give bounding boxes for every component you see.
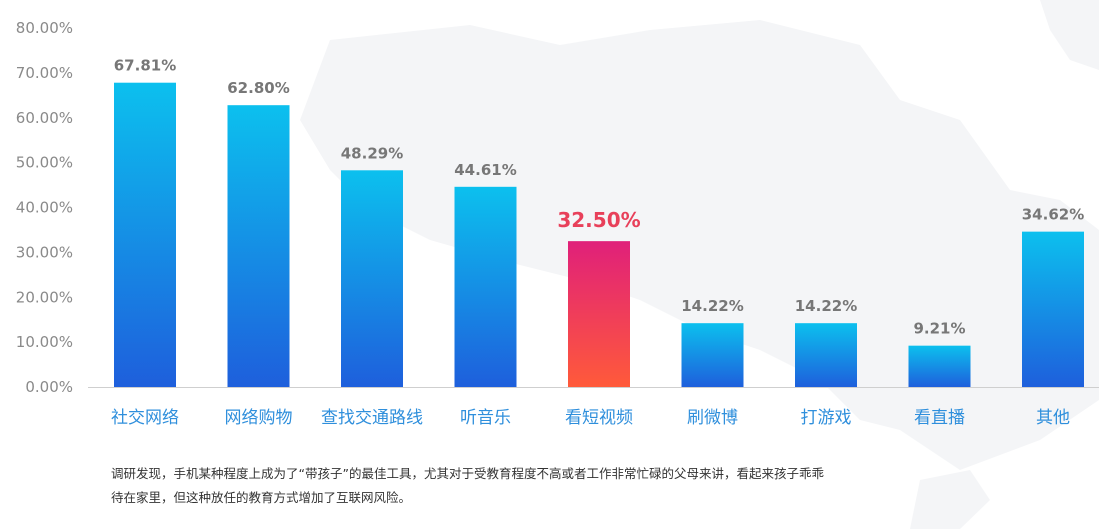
bars: 67.81% 社交网络 62.80% 网络购物 48.29% 查找交通路线 44.61% 听音… bbox=[111, 57, 1084, 428]
category-label-1: 网络购物 bbox=[225, 408, 293, 428]
bar-7 bbox=[908, 345, 971, 387]
bar-3 bbox=[454, 186, 517, 387]
value-label-0: 67.81% bbox=[114, 57, 176, 75]
y-tick-label: 40.00% bbox=[16, 199, 73, 217]
y-tick-label: 10.00% bbox=[16, 333, 73, 351]
value-label-2: 48.29% bbox=[341, 144, 403, 162]
y-tick-label: 30.00% bbox=[16, 243, 73, 261]
bar-5 bbox=[681, 323, 744, 387]
y-tick-label: 0.00% bbox=[25, 378, 73, 396]
bar-6 bbox=[795, 323, 857, 387]
caption-line-2: 待在家里，但这种放任的教育方式增加了互联网风险。 bbox=[111, 490, 412, 505]
y-axis: 0.00% 10.00% 20.00% 30.00% 40.00% 50.00% 60.00… bbox=[16, 19, 73, 396]
category-label-6: 打游戏 bbox=[801, 408, 852, 428]
value-label-7: 9.21% bbox=[913, 320, 965, 338]
bar-0 bbox=[114, 82, 176, 387]
bar-8 bbox=[1022, 231, 1084, 387]
bar-2 bbox=[341, 170, 403, 387]
y-tick-label: 60.00% bbox=[16, 109, 73, 127]
bar-1 bbox=[227, 105, 290, 387]
value-label-3: 44.61% bbox=[454, 161, 516, 179]
y-tick-label: 80.00% bbox=[16, 19, 73, 37]
y-tick-label: 50.00% bbox=[16, 154, 73, 172]
value-label-5: 14.22% bbox=[681, 297, 743, 315]
category-label-5: 刷微博 bbox=[687, 408, 738, 428]
category-label-4: 看短视频 bbox=[565, 408, 633, 428]
value-label-6: 14.22% bbox=[795, 297, 857, 315]
caption-line-1: 调研发现，手机某种程度上成为了“带孩子”的最佳工具，尤其对于受教育程度不高或者工… bbox=[111, 466, 824, 481]
value-label-8: 34.62% bbox=[1022, 206, 1084, 224]
y-tick-label: 70.00% bbox=[16, 64, 73, 82]
category-label-8: 其他 bbox=[1036, 408, 1070, 428]
category-label-2: 查找交通路线 bbox=[321, 408, 423, 428]
caption: 调研发现，手机某种程度上成为了“带孩子”的最佳工具，尤其对于受教育程度不高或者工… bbox=[111, 462, 911, 510]
value-label-4: 32.50% bbox=[557, 208, 640, 232]
y-tick-label: 20.00% bbox=[16, 288, 73, 306]
category-label-0: 社交网络 bbox=[111, 408, 179, 428]
category-label-3: 听音乐 bbox=[460, 408, 511, 428]
category-label-7: 看直播 bbox=[914, 408, 965, 428]
value-label-1: 62.80% bbox=[227, 79, 289, 97]
bar-4 bbox=[568, 241, 630, 387]
